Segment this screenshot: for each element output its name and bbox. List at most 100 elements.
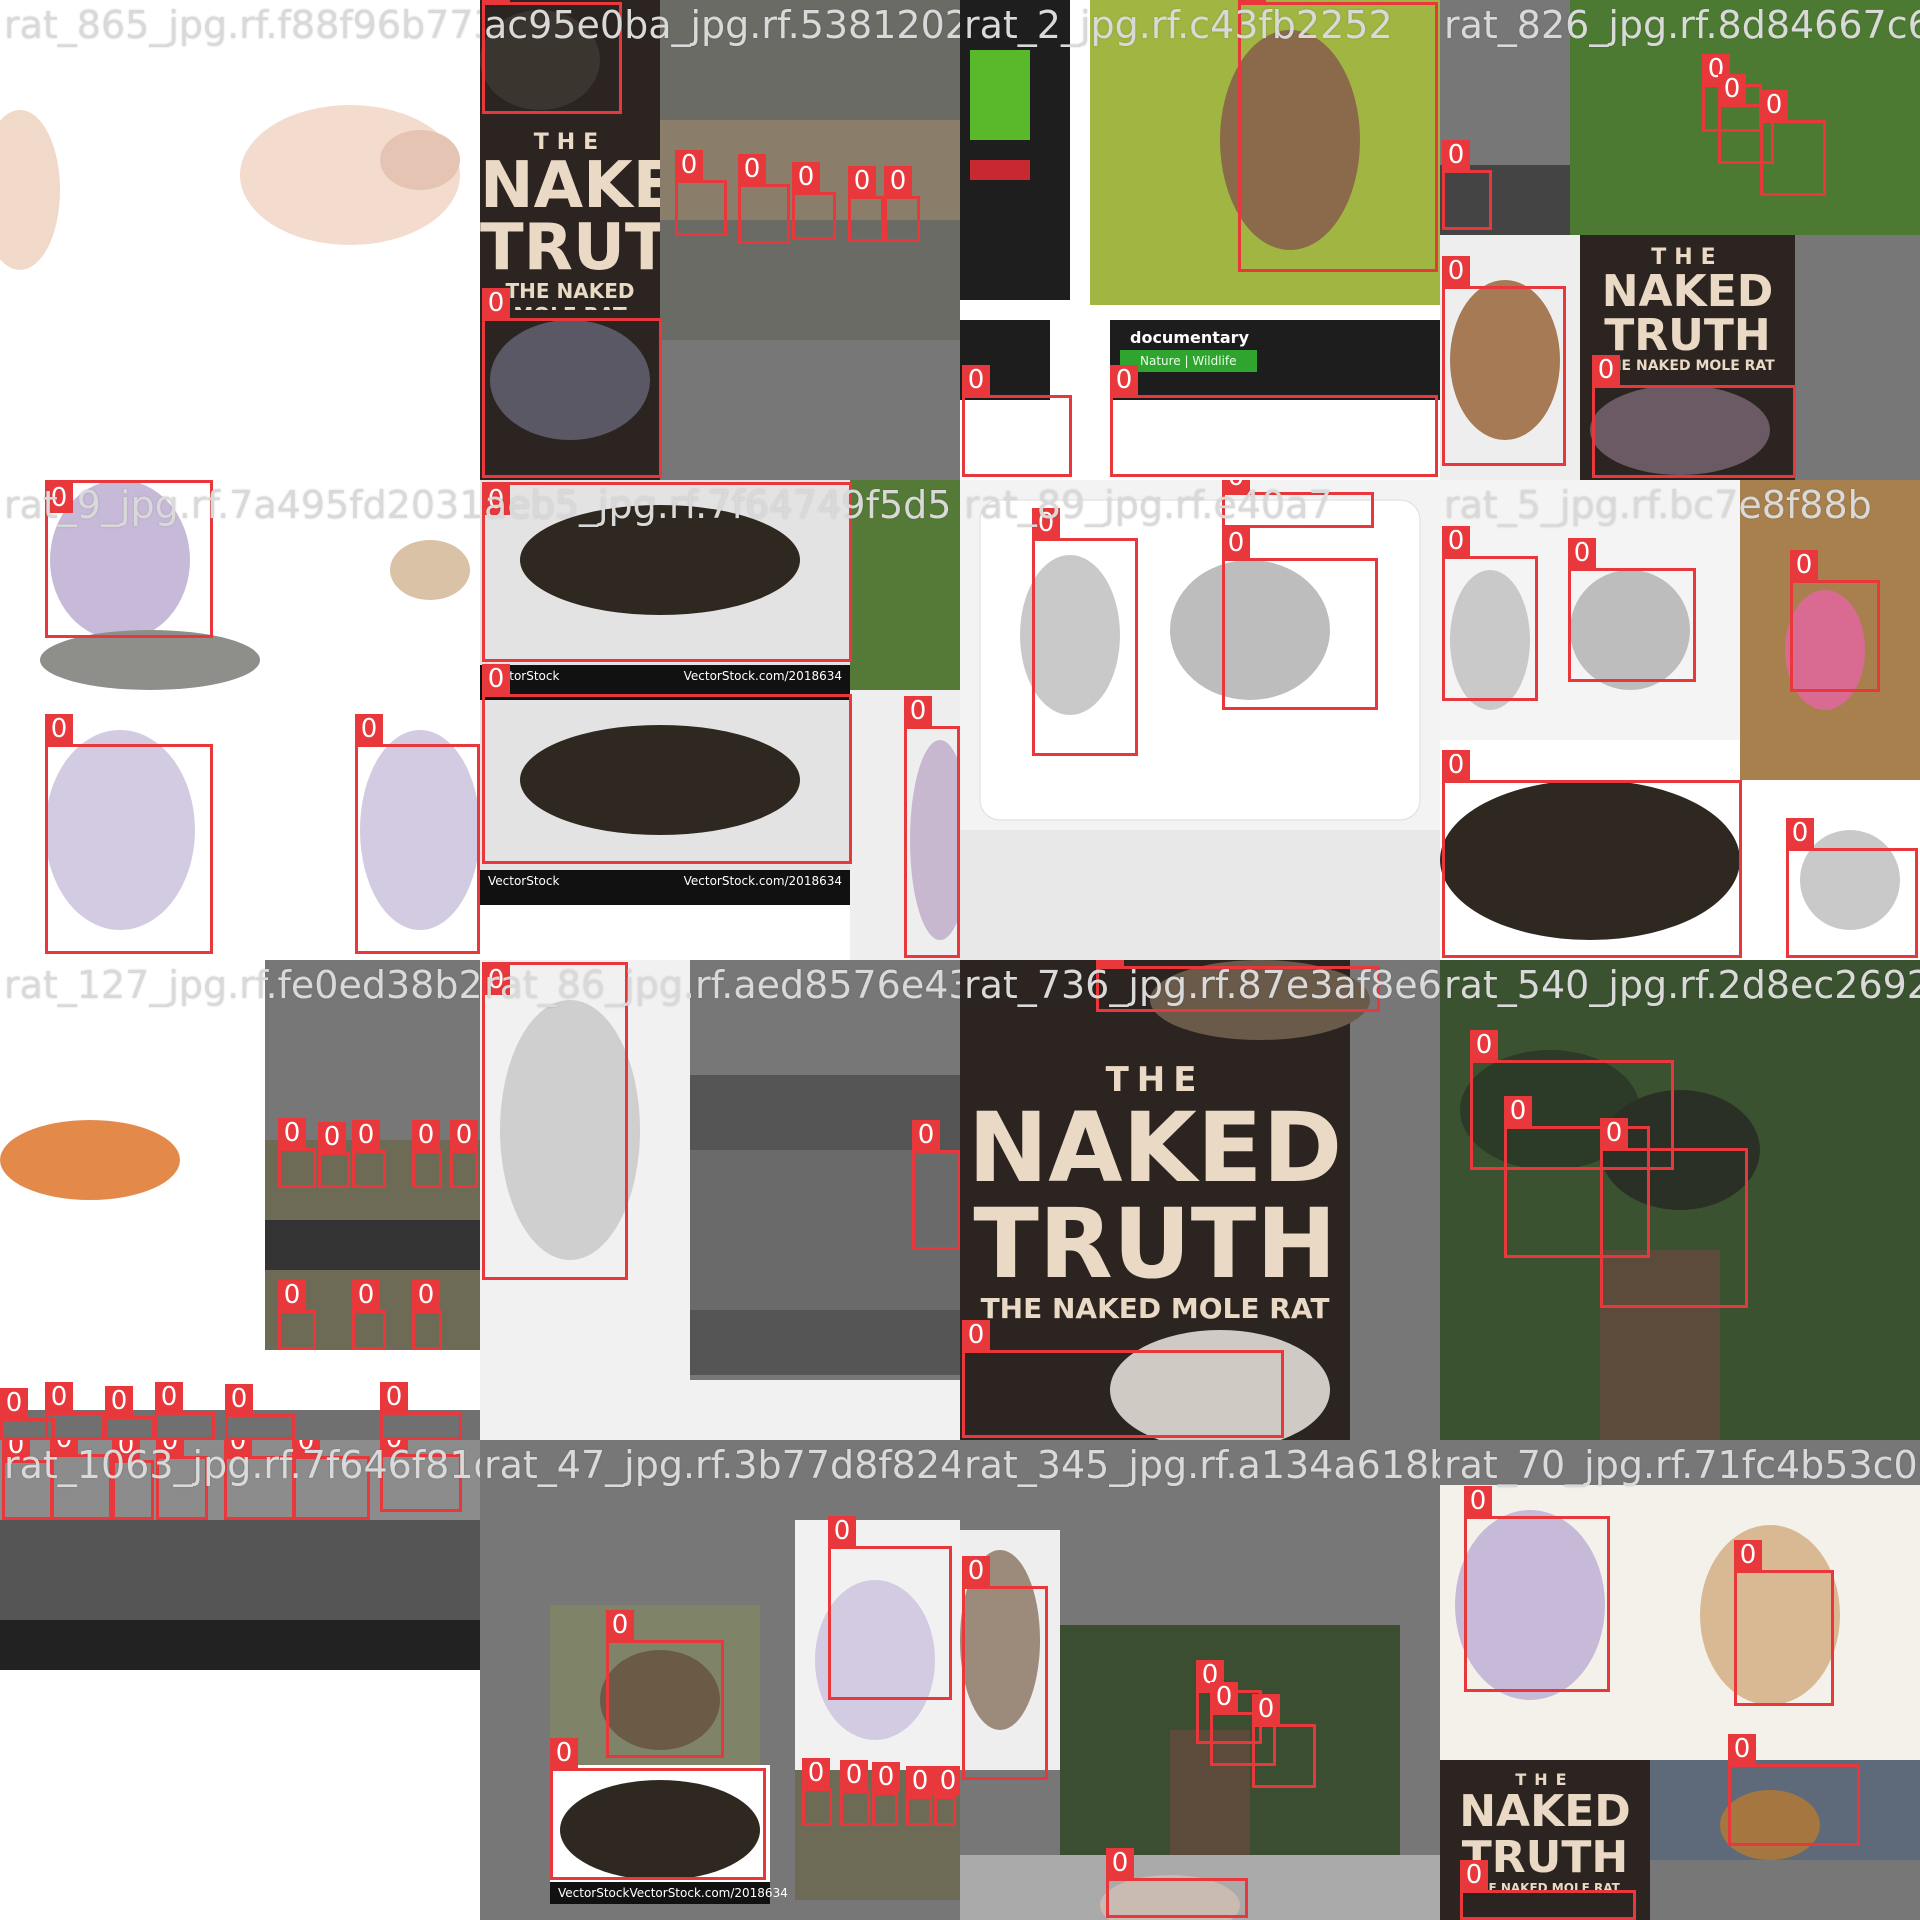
bbox: 0 [412,1120,442,1188]
bbox: 0 [50,1440,112,1520]
bbox-class-label: 0 [872,1762,900,1792]
bbox-class-label: 0 [450,1120,478,1150]
tile-15: THE NAKED TRUTH THE NAKED MOLE RAT 0 0 0… [1440,1440,1920,1920]
poster-line3: THE NAKED MOLE RAT [505,279,635,310]
tile-image [960,0,1440,480]
bbox: 0 [352,1280,386,1350]
bbox-class-label: 0 [675,150,703,180]
bbox-class-label: 0 [1110,365,1138,395]
tile-image [480,1440,960,1920]
poster-line1: THE [533,130,607,155]
bbox: 0 [606,1610,724,1758]
poster-line2a: NAKED [1459,1786,1631,1837]
bbox: 0 [828,1516,952,1700]
bbox: 0 [105,1386,155,1440]
bbox-class-label: 0 [45,714,73,744]
bbox: 0 [738,154,790,244]
bbox-class-label: 0 [1786,818,1814,848]
bbox: 0 [1442,750,1742,958]
bbox-class-label: 0 [828,1516,856,1546]
bbox-class-label: 0 [802,1758,830,1788]
poster: THE NAKED TRUTH THE NAKED MOLE RAT [1440,1760,1650,1910]
vectorstock-name: VectorStock [488,874,560,888]
bbox: 0 [0,1388,55,1440]
bbox-class-label: 0 [1470,1030,1498,1060]
bbox-class-label: 0 [155,1382,183,1412]
tile-5: VectorStock VectorStock.com/2018634 Vect… [480,480,960,960]
bbox: 0 [675,150,727,236]
tile-6: 0 0 0 rat_89_jpg.rf.e40a7 [960,480,1440,960]
bbox-class-label: 0 [482,288,510,318]
bbox: 0 [962,365,1072,477]
bbox-class-label: 0 [1442,256,1470,286]
tile-8: 0 0 0 0 0 0 0 0 0 0 0 0 0 0 rat_127_jpg.… [0,960,480,1440]
bbox-class-label: 0 [482,485,510,515]
bbox-class-label: 0 [50,1440,78,1454]
bbox-class-label: 0 [318,1122,346,1152]
poster-line2a: NAKED [1601,266,1774,317]
bbox: 0 [278,1280,316,1350]
poster-line2b: TRUTH [973,1188,1337,1300]
bbox: 0 [355,714,480,954]
bbox: 0 [1110,365,1438,477]
bbox-class-label: 0 [1222,480,1250,492]
bbox-class-label: 0 [1718,74,1746,104]
bbox: 0 [840,1760,870,1826]
bbox: 0 [380,1382,462,1440]
wildlife-subtitle: Nature | Wildlife [1120,350,1257,372]
bbox-class-label: 0 [45,1382,73,1412]
bbox-class-label: 0 [380,1382,408,1412]
bbox: 0 [1442,526,1538,701]
bbox: 0 [912,1120,960,1250]
tile-7: 0 0 0 0 0 rat_5_jpg.rf.bc7e8f88b [1440,480,1920,960]
vectorstock-id: VectorStock.com/2018634 [629,1886,788,1900]
poster-line2a: NAKED [967,1092,1343,1204]
bbox: 0 [318,1122,350,1188]
bbox-class-label: 0 [412,1280,440,1310]
bbox-class-label: 0 [1702,54,1730,84]
tile-image [0,0,480,480]
bbox: 0 [2,1440,54,1520]
tile-image [480,960,960,1440]
tile-11: 0 0 0 rat_540_jpg.rf.2d8ec26924e [1440,960,1920,1440]
bbox-class-label: 0 [2,1440,30,1460]
bbox-class-label: 0 [1464,1486,1492,1516]
bbox: 0 [1786,818,1918,958]
bbox: 0 [1222,528,1378,710]
tile-image [480,480,960,960]
bbox: 0 [1460,1860,1636,1920]
poster-line2b: TRUTH [1604,310,1771,361]
poster-line3: THE NAKED MOLE RAT [980,1292,1330,1320]
bbox: 0 [1600,1118,1748,1308]
bbox: 0 [934,1766,960,1826]
bbox: 0 [45,714,213,954]
tile-4: 0 0 0 rat_9_jpg.rf.7a495fd2031b [0,480,480,960]
poster: THE NAKED TRUTH THE NAKED MOLE RAT [1580,235,1795,375]
bbox-class-label: 0 [962,365,990,395]
poster-line2b: TRUTH [1461,1832,1629,1883]
bbox-class-label: 0 [225,1384,253,1414]
vectorstock-id: VectorStock.com/2018634 [683,669,842,683]
bbox-class-label: 0 [1442,526,1470,556]
poster-line2b: TRUTH [480,211,660,285]
bbox-class-label: 0 [1238,0,1266,2]
tile-image [960,480,1440,960]
bbox: 0 [1238,0,1438,272]
poster-line1: THE [1515,1770,1575,1789]
bbox-class-label: 0 [1442,750,1470,780]
tile-13: VectorStock VectorStock.com/2018634 0 0 … [480,1440,960,1920]
bbox: 0 [482,288,662,478]
vectorstock-name: VectorStock [558,1886,630,1900]
bbox-class-label: 0 [1442,140,1470,170]
bbox-class-label: 0 [1210,1682,1238,1712]
bbox: 0 [884,166,920,242]
bbox-class-label: 0 [412,1120,440,1150]
bbox: 0 [1470,1030,1674,1170]
tile-image [960,1440,1440,1920]
bbox: 0 [962,1556,1048,1780]
bbox: 0 [1718,74,1774,164]
bbox-class-label: 0 [1592,355,1620,385]
bbox: 0 [278,1118,316,1188]
bbox: 0 [45,1382,105,1440]
